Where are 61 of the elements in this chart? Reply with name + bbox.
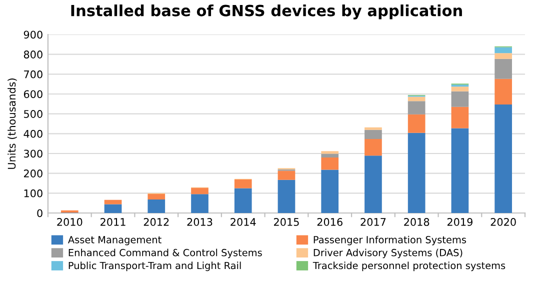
bar — [364, 127, 382, 130]
bar — [191, 188, 208, 194]
x-tick-label: 2011 — [100, 218, 126, 226]
x-tick-label: 2017 — [360, 218, 386, 226]
legend-label: Passenger Information Systems — [314, 236, 466, 246]
y-tick-label: 900 — [24, 30, 42, 39]
bar — [104, 200, 122, 204]
bar — [364, 139, 382, 156]
bar — [408, 114, 426, 133]
bar — [451, 91, 469, 107]
bar — [104, 204, 122, 213]
bar — [148, 200, 166, 213]
bar — [494, 58, 512, 79]
bar — [408, 132, 426, 213]
bar — [494, 78, 512, 105]
bar — [451, 86, 469, 92]
x-tick-label: 2018 — [404, 218, 430, 226]
bar — [408, 96, 426, 102]
bar — [494, 104, 512, 213]
bar — [234, 188, 252, 213]
bar — [451, 128, 469, 213]
y-tick-label: 100 — [24, 189, 42, 198]
legend-label: Enhanced Command & Control Systems — [68, 248, 262, 258]
y-tick-label: 700 — [24, 70, 42, 78]
x-tick-label: 2015 — [274, 218, 299, 226]
y-tick-label: 400 — [24, 130, 42, 138]
bar — [364, 156, 382, 213]
chart-title: Installed base of GNSS devices by application — [71, 4, 462, 20]
bar — [148, 194, 166, 200]
legend-label: Asset Management — [68, 236, 162, 246]
x-tick-label: 2010 — [57, 218, 82, 226]
bar — [321, 157, 339, 170]
bar — [191, 194, 208, 213]
bar — [321, 170, 339, 213]
bar — [364, 130, 382, 140]
y-tick-label: 300 — [24, 150, 42, 158]
bar — [494, 53, 512, 59]
bar — [321, 154, 339, 158]
y-axis-title: Units (thousands) — [8, 78, 17, 169]
legend-label: Driver Advisory Systems (DAS) — [314, 248, 462, 258]
bar — [234, 179, 252, 188]
y-tick-label: 500 — [24, 110, 42, 118]
bar — [278, 180, 296, 213]
x-tick-label: 2014 — [230, 218, 256, 226]
x-tick-label: 2016 — [317, 218, 342, 226]
bar — [321, 151, 339, 154]
bar — [60, 210, 78, 213]
legend-label: Trackside personnel protection systems — [312, 262, 506, 272]
bar — [494, 47, 512, 54]
bar — [278, 170, 296, 180]
x-tick-label: 2013 — [187, 218, 212, 226]
y-tick-label: 0 — [37, 209, 42, 218]
bar — [451, 106, 469, 128]
y-tick-label: 600 — [24, 90, 42, 98]
y-tick-label: 200 — [24, 170, 42, 178]
y-tick-label: 800 — [24, 50, 42, 58]
legend-label: Public Transport-Tram and Light Rail — [68, 262, 241, 272]
x-tick-label: 2019 — [447, 218, 472, 226]
x-tick-label: 2012 — [144, 218, 169, 226]
x-tick-label: 2020 — [490, 218, 516, 226]
bar — [408, 101, 426, 114]
